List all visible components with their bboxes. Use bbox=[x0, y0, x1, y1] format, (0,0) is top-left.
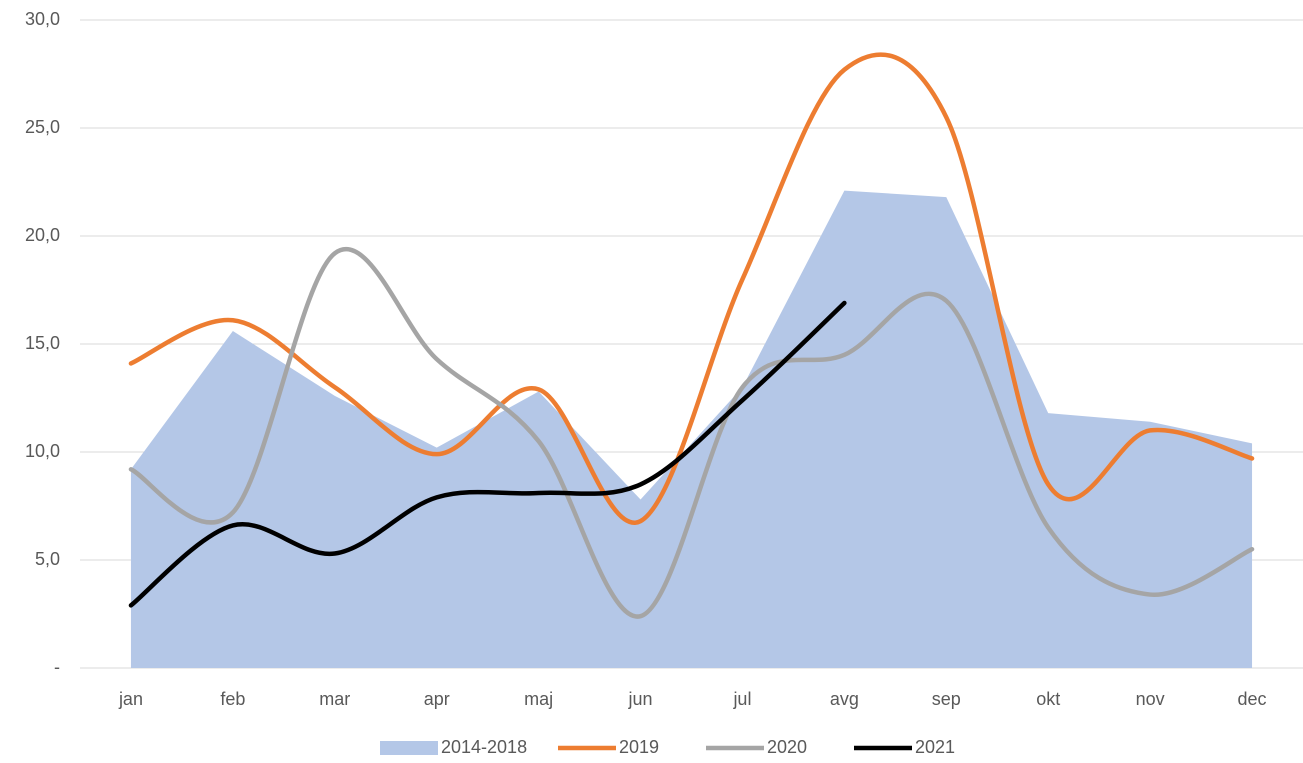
y-tick-label: 20,0 bbox=[25, 225, 60, 245]
x-tick-label: dec bbox=[1238, 689, 1267, 709]
x-tick-label: apr bbox=[424, 689, 450, 709]
line bbox=[128, 300, 847, 608]
x-tick-label: jul bbox=[732, 689, 751, 709]
x-tick-label: okt bbox=[1036, 689, 1060, 709]
line bbox=[128, 247, 1255, 619]
x-tick-label: sep bbox=[932, 689, 961, 709]
area bbox=[130, 190, 1253, 668]
x-tick-label: feb bbox=[220, 689, 245, 709]
legend-label: 2019 bbox=[619, 737, 659, 757]
x-tick-label: mar bbox=[319, 689, 350, 709]
y-tick-label: - bbox=[54, 657, 60, 677]
legend-swatch bbox=[380, 741, 438, 755]
x-tick-label: maj bbox=[524, 689, 553, 709]
legend-label: 2014-2018 bbox=[441, 737, 527, 757]
x-tick-label: nov bbox=[1136, 689, 1165, 709]
y-tick-label: 5,0 bbox=[35, 549, 60, 569]
x-tick-label: jan bbox=[118, 689, 143, 709]
x-tick-label: jun bbox=[628, 689, 653, 709]
y-tick-label: 15,0 bbox=[25, 333, 60, 353]
legend: 2014-2018 2019 2020 2021 bbox=[380, 737, 955, 757]
line bbox=[128, 52, 1255, 525]
y-tick-label: 30,0 bbox=[25, 9, 60, 29]
legend-label: 2020 bbox=[767, 737, 807, 757]
y-tick-label: 25,0 bbox=[25, 117, 60, 137]
legend-label: 2021 bbox=[915, 737, 955, 757]
x-tick-label: avg bbox=[830, 689, 859, 709]
y-tick-label: 10,0 bbox=[25, 441, 60, 461]
